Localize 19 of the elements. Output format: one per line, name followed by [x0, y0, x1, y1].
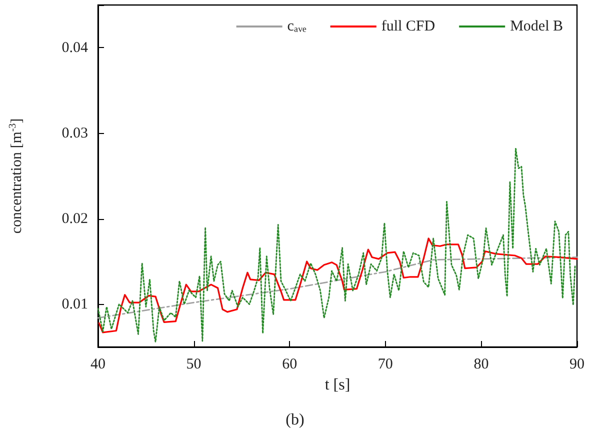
y-tick-label: 0.04 [62, 40, 88, 56]
y-tick-label: 0.03 [62, 125, 88, 142]
y-tick-label: 0.01 [62, 296, 88, 312]
y-tick-label: 0.02 [62, 210, 88, 227]
legend-label: cₐᵥₑ [287, 18, 306, 34]
x-tick-label: 80 [474, 356, 489, 372]
x-tick-label: 40 [90, 356, 106, 372]
legend-label: full CFD [381, 18, 436, 34]
x-tick-label: 70 [378, 356, 393, 372]
legend-label: Model B [510, 18, 564, 34]
x-axis-title: t [s] [324, 376, 350, 394]
line-series [98, 238, 578, 334]
line-series [97, 256, 578, 319]
line-series [97, 148, 576, 343]
x-tick-label: 60 [282, 356, 298, 372]
text: (b) [286, 412, 304, 428]
x-tick-label: 50 [186, 356, 202, 372]
y-axis-title: concentration [m-3] [8, 118, 25, 234]
x-tick-label: 90 [570, 356, 584, 372]
